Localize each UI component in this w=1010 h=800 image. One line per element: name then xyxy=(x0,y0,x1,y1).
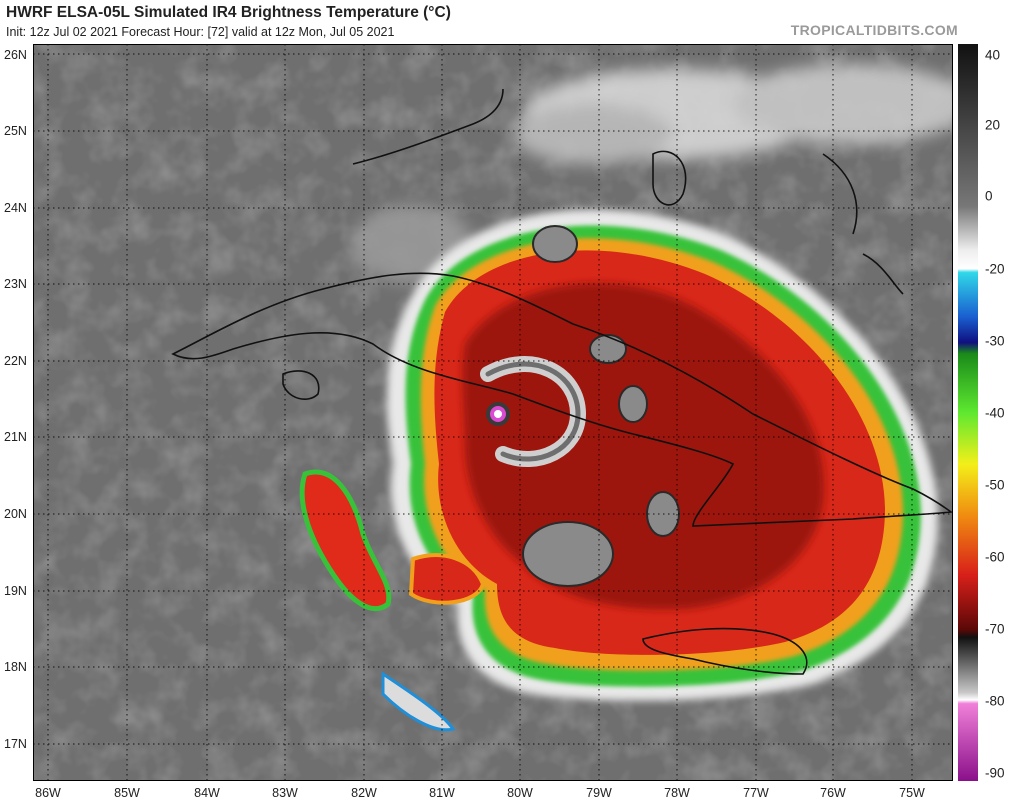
lon-label: 81W xyxy=(429,786,455,800)
colorbar-tick: -20 xyxy=(985,261,1005,277)
colorbar-tick: 20 xyxy=(985,117,1001,133)
lat-label: 24N xyxy=(4,201,27,215)
ir-satellite-map xyxy=(33,44,953,781)
lon-label: 77W xyxy=(743,786,769,800)
colorbar-tick: -30 xyxy=(985,333,1005,349)
lat-label: 18N xyxy=(4,660,27,674)
lon-label: 79W xyxy=(586,786,612,800)
lat-label: 19N xyxy=(4,584,27,598)
lat-label: 22N xyxy=(4,354,27,368)
colorbar-tick: -60 xyxy=(985,549,1005,565)
colorbar-tick: 40 xyxy=(985,47,1001,63)
colorbar-tick: -50 xyxy=(985,477,1005,493)
map-title: HWRF ELSA-05L Simulated IR4 Brightness T… xyxy=(6,4,451,21)
colorbar-tick: -80 xyxy=(985,693,1005,709)
lon-label: 84W xyxy=(194,786,220,800)
colorbar-tick: -70 xyxy=(985,621,1005,637)
lon-label: 83W xyxy=(272,786,298,800)
colorbar-tick: 0 xyxy=(985,188,993,204)
lon-label: 75W xyxy=(899,786,925,800)
lon-label: 86W xyxy=(35,786,61,800)
lat-label: 25N xyxy=(4,124,27,138)
temperature-colorbar xyxy=(958,44,978,781)
lon-label: 82W xyxy=(351,786,377,800)
map-subtitle: Init: 12z Jul 02 2021 Forecast Hour: [72… xyxy=(6,25,395,39)
colorbar-tick: -90 xyxy=(985,765,1005,781)
lon-label: 76W xyxy=(820,786,846,800)
lat-label: 23N xyxy=(4,277,27,291)
lat-label: 20N xyxy=(4,507,27,521)
lat-label: 17N xyxy=(4,737,27,751)
colorbar-tick: -40 xyxy=(985,405,1005,421)
lon-label: 85W xyxy=(114,786,140,800)
lon-label: 78W xyxy=(664,786,690,800)
lat-label: 26N xyxy=(4,48,27,62)
lon-label: 80W xyxy=(507,786,533,800)
lat-label: 21N xyxy=(4,430,27,444)
source-credit: TROPICALTIDBITS.COM xyxy=(790,22,958,38)
